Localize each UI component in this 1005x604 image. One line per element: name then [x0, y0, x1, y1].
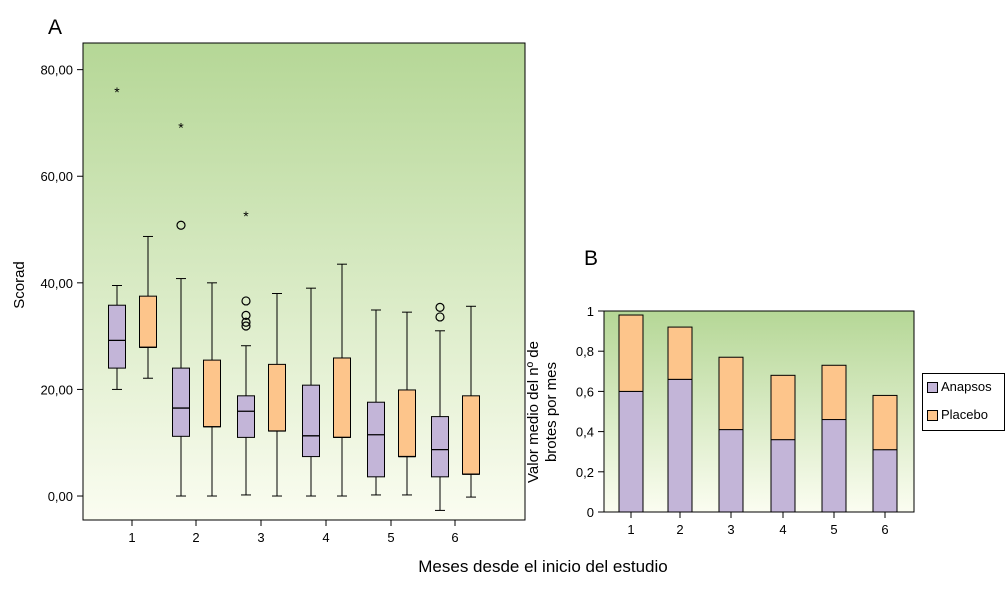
- x-tick-label: 4: [779, 522, 786, 537]
- box-anapsos-4: [302, 287, 320, 497]
- x-tick-label: 3: [257, 530, 264, 545]
- box-iqr: [268, 363, 286, 432]
- bar-anapsos-1: [618, 390, 644, 513]
- box-placebo-2: [203, 282, 221, 497]
- panel-b-axes: 0 0,2 0,4 0,6 0,8 1 1 2 3 4 5 6: [576, 304, 889, 537]
- x-tick-label: 2: [676, 522, 683, 537]
- box-iqr: [462, 395, 480, 475]
- legend-label-placebo: Placebo: [941, 407, 988, 422]
- x-tick-label: 3: [727, 522, 734, 537]
- bar-anapsos-3: [718, 429, 744, 513]
- panel-b-y-axis-label-line1: Valor medio del nº de: [525, 341, 542, 483]
- x-tick-label: 5: [387, 530, 394, 545]
- box-iqr: [108, 304, 126, 369]
- legend-swatch-placebo: [927, 410, 938, 421]
- extreme-point: *: [243, 208, 249, 224]
- outlier-point: [435, 302, 445, 312]
- bar-placebo-1: [618, 314, 644, 392]
- box-placebo-3: [268, 292, 286, 497]
- x-tick-label: 5: [830, 522, 837, 537]
- y-tick-label: 0,2: [576, 465, 594, 480]
- x-tick-label: 1: [128, 530, 135, 545]
- box-placebo-5: [398, 311, 416, 496]
- y-tick-label: 60,00: [40, 169, 73, 184]
- outlier-point: [435, 312, 445, 322]
- box-placebo-6: [462, 305, 480, 498]
- bar-placebo-6: [872, 394, 898, 451]
- legend-label-anapsos: Anapsos: [941, 379, 992, 394]
- outlier-point: [241, 296, 251, 306]
- bar-anapsos-5: [821, 419, 847, 513]
- x-tick-label: 1: [627, 522, 634, 537]
- panel-a-y-axis-label: Scorad: [11, 261, 28, 309]
- box-anapsos-6: [431, 302, 449, 511]
- legend-item-placebo: Placebo: [927, 408, 988, 422]
- panel-a-axes: 0,00 20,00 40,00 60,00 80,00 1 2 3 4 5 6: [40, 63, 458, 545]
- panel-b-plot-area: [603, 310, 915, 513]
- panel-a: A * * * 0,00 20,00 40,00 60,00 80,00 1 2 3 4 5 6 Sco…: [11, 16, 526, 545]
- bar-anapsos-2: [667, 378, 693, 513]
- y-tick-label: 0,6: [576, 384, 594, 399]
- panel-b-letter: B: [584, 247, 598, 270]
- bar-anapsos-4: [770, 439, 796, 513]
- bar-placebo-5: [821, 364, 847, 421]
- y-tick-label: 0,00: [48, 489, 73, 504]
- outlier-point: [241, 310, 251, 320]
- box-iqr: [203, 359, 221, 428]
- legend-item-anapsos: Anapsos: [927, 380, 992, 394]
- bar-placebo-2: [667, 326, 693, 380]
- extreme-point: *: [178, 120, 184, 136]
- box-iqr: [333, 357, 351, 438]
- x-tick-label: 6: [451, 530, 458, 545]
- y-tick-label: 0: [587, 505, 594, 520]
- bar-anapsos-6: [872, 449, 898, 513]
- extreme-point: *: [114, 84, 120, 100]
- y-tick-label: 1: [587, 304, 594, 319]
- x-tick-label: 6: [881, 522, 888, 537]
- legend-swatch-anapsos: [927, 382, 938, 393]
- box-iqr: [237, 395, 255, 438]
- box-iqr: [139, 295, 157, 348]
- y-tick-label: 20,00: [40, 382, 73, 397]
- panel-b: B 0 0,2 0,4 0,6 0,8 1 1 2 3 4 5 6 Valor medio del n…: [525, 247, 915, 537]
- box-iqr: [431, 416, 449, 478]
- bar-placebo-4: [770, 374, 796, 441]
- y-tick-label: 40,00: [40, 276, 73, 291]
- box-iqr: [398, 389, 416, 458]
- box-placebo-1: [139, 235, 157, 379]
- panel-b-y-axis-label-line2: brotes por mes: [543, 362, 560, 462]
- x-tick-label: 2: [192, 530, 199, 545]
- outlier-point: [241, 317, 251, 327]
- box-iqr: [302, 384, 320, 458]
- shared-x-axis-label: Meses desde el inicio del estudio: [418, 557, 667, 576]
- panel-a-marks: * * *: [108, 84, 480, 511]
- y-tick-label: 0,4: [576, 425, 594, 440]
- box-iqr: [172, 367, 190, 437]
- panel-b-marks: [618, 314, 898, 513]
- outlier-point: [176, 220, 186, 230]
- legend: Anapsos Placebo: [922, 373, 1005, 431]
- box-iqr: [367, 401, 385, 478]
- box-anapsos-2: *: [172, 120, 190, 497]
- box-anapsos-5: [367, 309, 385, 496]
- y-tick-label: 80,00: [40, 63, 73, 78]
- x-tick-label: 4: [322, 530, 329, 545]
- box-anapsos-3: *: [237, 208, 255, 496]
- bar-placebo-3: [718, 356, 744, 431]
- y-tick-label: 0,8: [576, 344, 594, 359]
- box-anapsos-1: *: [108, 84, 126, 390]
- outlier-point: [241, 321, 251, 331]
- box-placebo-4: [333, 263, 351, 497]
- panel-a-letter: A: [48, 16, 62, 39]
